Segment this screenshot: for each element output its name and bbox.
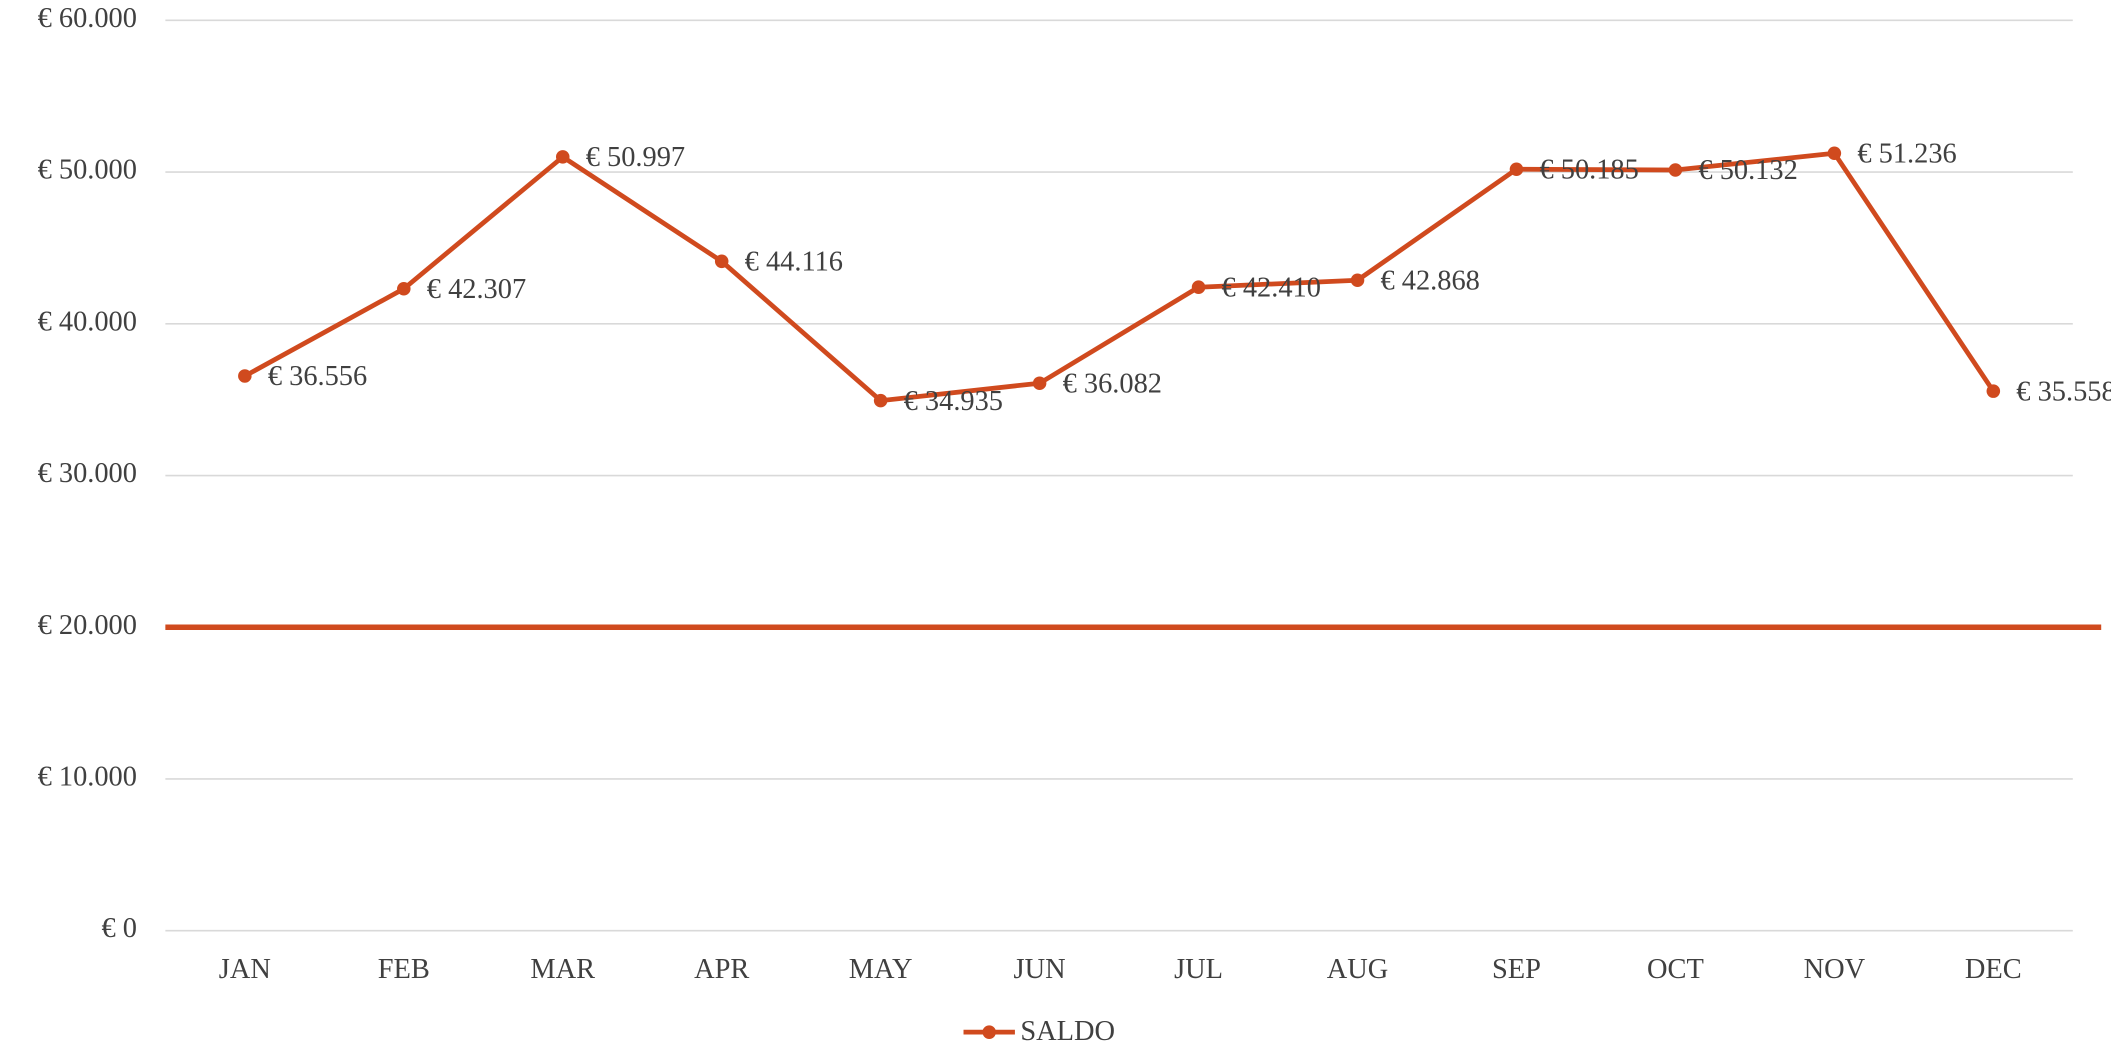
y-tick-label: € 0	[101, 913, 136, 944]
x-tick-label: MAR	[530, 954, 595, 985]
y-tick-label: € 30.000	[38, 458, 137, 489]
x-tick-label: OCT	[1647, 954, 1704, 985]
x-tick-label: APR	[694, 954, 749, 985]
x-tick-label: FEB	[378, 954, 430, 985]
data-point	[1668, 163, 1683, 177]
legend-marker	[982, 1025, 996, 1039]
data-label: € 50.997	[586, 142, 685, 173]
data-label: € 34.935	[904, 386, 1003, 417]
data-point	[714, 254, 729, 269]
data-point	[873, 393, 888, 408]
y-tick-label: € 40.000	[38, 306, 137, 337]
x-tick-label: DEC	[1965, 954, 2022, 985]
data-point	[238, 369, 252, 383]
data-point	[1986, 384, 2001, 398]
y-tick-label: € 60.000	[38, 3, 137, 34]
data-label: € 42.868	[1381, 265, 1480, 296]
x-tick-label: JUN	[1014, 954, 1066, 985]
data-label: € 35.558	[2016, 376, 2111, 407]
data-point	[1509, 162, 1524, 176]
data-label: € 36.082	[1063, 368, 1162, 399]
series-line	[243, 150, 1996, 403]
data-point	[397, 281, 411, 296]
data-point	[1350, 273, 1365, 288]
x-tick-label: AUG	[1327, 954, 1389, 985]
y-tick-label: € 20.000	[38, 610, 137, 641]
data-label: € 50.185	[1539, 154, 1638, 185]
data-label: € 51.236	[1857, 138, 1956, 169]
y-tick-label: € 50.000	[38, 155, 137, 186]
x-tick-label: JUL	[1174, 954, 1223, 985]
y-tick-label: € 10.000	[38, 761, 137, 792]
data-label: € 44.116	[745, 247, 843, 278]
data-point	[555, 150, 570, 164]
x-tick-label: JAN	[219, 954, 271, 985]
data-label: € 36.556	[268, 361, 367, 392]
data-label: € 50.132	[1698, 155, 1797, 186]
data-point	[1191, 280, 1206, 294]
data-point	[1827, 146, 1842, 161]
data-label: € 42.410	[1222, 272, 1321, 303]
x-tick-label: NOV	[1804, 954, 1866, 985]
legend-label: SALDO	[1020, 1016, 1115, 1043]
data-label: € 42.307	[427, 274, 526, 305]
x-tick-label: SEP	[1492, 954, 1541, 985]
data-point	[1032, 376, 1047, 390]
x-tick-label: MAY	[849, 954, 913, 985]
